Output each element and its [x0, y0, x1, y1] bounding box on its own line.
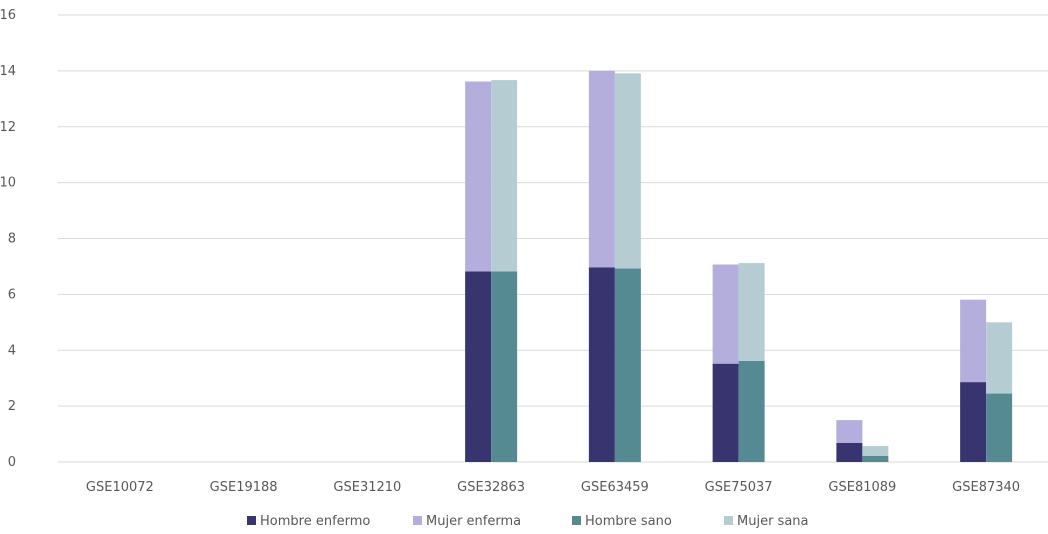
bar-mujer-sana-gse87340 — [986, 322, 1013, 394]
bar-hombre-enfermo-gse32863 — [465, 271, 492, 462]
x-tick-label: GSE19188 — [210, 480, 278, 495]
bar-hombre-enfermo-gse75037 — [712, 363, 739, 462]
y-tick-label: 14 — [0, 64, 16, 79]
legend-label: Hombre sano — [585, 514, 672, 529]
x-tick-label: GSE10072 — [86, 480, 154, 495]
gridlines — [58, 14, 1048, 463]
legend: Hombre enfermo Mujer enferma Hombre sano Mu… — [247, 514, 809, 529]
y-tick-label: 2 — [8, 399, 16, 414]
bar-mujer-sana-gse63459 — [614, 73, 641, 269]
legend-swatch — [724, 516, 733, 525]
bar-mujer-sana-gse81089 — [862, 446, 889, 456]
bar-mujer-sana-gse32863 — [491, 80, 518, 272]
bar-mujer-sana-gse75037 — [738, 263, 765, 361]
x-tick-label: GSE31210 — [333, 480, 401, 495]
y-tick-label: 12 — [0, 120, 16, 135]
bar-mujer-enferma-gse81089 — [836, 420, 863, 444]
y-axis-tick-labels: 0 2 4 6 8 10 12 14 16 — [0, 8, 16, 470]
bar-hombre-enfermo-gse81089 — [836, 443, 863, 462]
x-tick-label: GSE32863 — [457, 480, 525, 495]
bar-hombre-enfermo-gse63459 — [588, 267, 615, 462]
legend-label: Mujer sana — [737, 514, 809, 529]
legend-label: Hombre enfermo — [260, 514, 370, 529]
bar-hombre-sano-gse87340 — [986, 393, 1013, 462]
legend-swatch — [413, 516, 422, 525]
bar-hombre-enfermo-gse87340 — [960, 382, 987, 462]
bar-hombre-sano-gse32863 — [491, 271, 518, 462]
legend-swatch — [247, 516, 256, 525]
legend-swatch — [572, 516, 581, 525]
y-tick-label: 4 — [8, 343, 16, 358]
x-tick-label: GSE63459 — [581, 480, 649, 495]
bar-hombre-sano-gse81089 — [862, 455, 889, 462]
y-tick-label: 0 — [8, 455, 16, 470]
x-tick-label: GSE81089 — [828, 480, 896, 495]
bar-mujer-enferma-gse32863 — [465, 81, 492, 272]
y-tick-label: 16 — [0, 8, 16, 23]
bars — [465, 70, 1013, 462]
y-tick-label: 6 — [8, 287, 16, 302]
y-tick-label: 10 — [0, 176, 16, 191]
bar-hombre-sano-gse63459 — [614, 268, 641, 462]
legend-label: Mujer enferma — [426, 514, 521, 529]
bar-hombre-sano-gse75037 — [738, 360, 765, 462]
x-axis-tick-labels: GSE10072 GSE19188 GSE31210 GSE32863 GSE63459… — [86, 480, 1020, 495]
y-tick-label: 8 — [8, 232, 16, 247]
bar-mujer-enferma-gse75037 — [712, 264, 739, 364]
bar-mujer-enferma-gse63459 — [588, 70, 615, 268]
x-tick-label: GSE75037 — [705, 480, 773, 495]
bar-mujer-enferma-gse87340 — [960, 299, 987, 383]
x-tick-label: GSE87340 — [952, 480, 1020, 495]
